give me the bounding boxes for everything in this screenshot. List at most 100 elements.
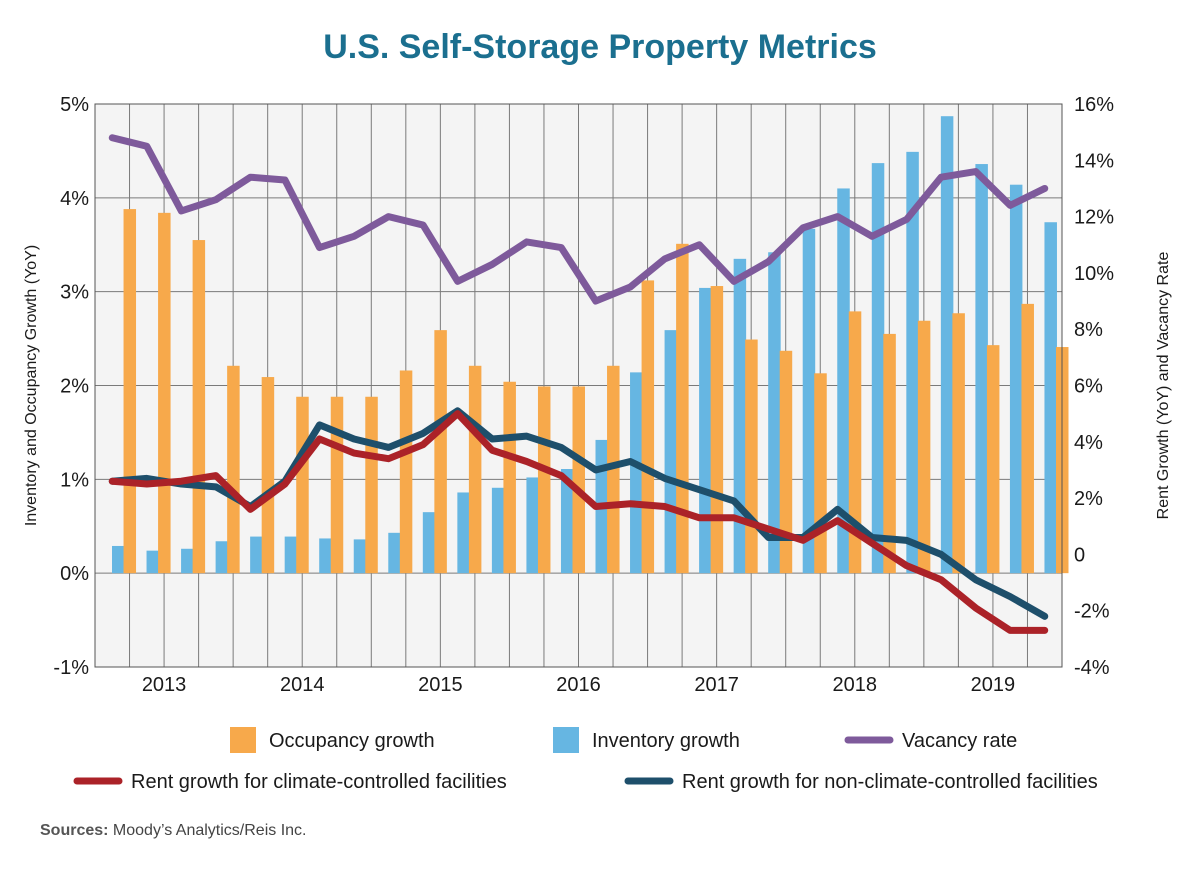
occupancy-bar bbox=[261, 377, 275, 574]
occupancy-bar bbox=[123, 209, 137, 574]
y-left-tick-label: 3% bbox=[60, 282, 89, 304]
legend-rent-climate-label: Rent growth for climate-controlled facil… bbox=[131, 771, 507, 793]
occupancy-bar bbox=[399, 370, 413, 574]
occupancy-bar bbox=[607, 365, 620, 574]
chart-title: U.S. Self-Storage Property Metrics bbox=[323, 28, 877, 66]
inventory-bar bbox=[560, 469, 574, 574]
occupancy-bar bbox=[468, 365, 482, 574]
y-right-tick-label: 10% bbox=[1074, 263, 1114, 285]
inventory-bar bbox=[215, 541, 229, 574]
bars bbox=[112, 116, 1069, 574]
y-left-tick-label: 1% bbox=[60, 469, 89, 491]
occupancy-bar bbox=[952, 313, 965, 574]
y-right-tick-label: 16% bbox=[1074, 94, 1114, 116]
occupancy-bar bbox=[745, 339, 758, 574]
source-text: Moody’s Analytics/Reis Inc. bbox=[112, 822, 307, 839]
x-tick-label: 2019 bbox=[971, 674, 1016, 696]
inventory-bar bbox=[112, 545, 125, 574]
occupancy-bar bbox=[227, 365, 240, 574]
y-left-tick-label: -1% bbox=[53, 657, 89, 679]
inventory-bar bbox=[319, 538, 332, 574]
occupancy-bar bbox=[365, 396, 378, 574]
occupancy-bar bbox=[779, 350, 793, 574]
y-right-tick-label: 14% bbox=[1074, 150, 1114, 172]
legend-vacancy-label: Vacancy rate bbox=[902, 730, 1017, 752]
inventory-bar bbox=[181, 548, 194, 574]
occupancy-bar bbox=[192, 240, 206, 574]
occupancy-bar bbox=[917, 320, 931, 574]
occupancy-bar bbox=[676, 243, 689, 574]
inventory-bar bbox=[699, 287, 712, 574]
inventory-bar bbox=[422, 512, 436, 574]
y-right-tick-label: 4% bbox=[1074, 432, 1103, 454]
inventory-bar bbox=[906, 151, 919, 574]
legend-inventory-swatch bbox=[553, 727, 579, 753]
inventory-bar bbox=[1044, 222, 1057, 574]
y-left-tick-label: 0% bbox=[60, 563, 89, 585]
occupancy-bar bbox=[641, 280, 655, 574]
occupancy-bar bbox=[1021, 303, 1034, 574]
y-right-tick-label: 0 bbox=[1074, 544, 1085, 566]
occupancy-bar bbox=[848, 311, 862, 574]
lines bbox=[108, 134, 1049, 634]
occupancy-bar bbox=[986, 345, 1000, 574]
x-tick-label: 2016 bbox=[556, 674, 601, 696]
inventory-bar bbox=[768, 252, 781, 574]
y-right-tick-label: -4% bbox=[1074, 657, 1110, 679]
x-tick-label: 2015 bbox=[418, 674, 463, 696]
source-note: Sources: Moody’s Analytics/Reis Inc. bbox=[40, 822, 306, 840]
occupancy-bar bbox=[503, 381, 516, 574]
inventory-bar bbox=[491, 487, 505, 574]
inventory-bar bbox=[457, 492, 470, 574]
occupancy-bar bbox=[330, 396, 344, 574]
inventory-bar bbox=[802, 228, 816, 574]
inventory-bar bbox=[664, 330, 678, 574]
y-right-tick-label: 6% bbox=[1074, 376, 1103, 398]
y-left-tick-label: 5% bbox=[60, 94, 89, 116]
x-tick-label: 2018 bbox=[833, 674, 878, 696]
inventory-bar bbox=[353, 539, 367, 574]
occupancy-bar bbox=[434, 330, 447, 574]
inventory-bar bbox=[871, 163, 885, 574]
inventory-bar bbox=[284, 536, 298, 574]
inventory-bar bbox=[1009, 184, 1023, 574]
y-left-tick-label: 2% bbox=[60, 376, 89, 398]
occupancy-bar bbox=[572, 386, 585, 574]
occupancy-bar bbox=[537, 386, 551, 574]
inventory-bar bbox=[837, 188, 850, 574]
inventory-bar bbox=[146, 550, 160, 574]
y-right-tick-label: -2% bbox=[1074, 601, 1110, 623]
legend-inventory-label: Inventory growth bbox=[592, 730, 740, 752]
occupancy-bar bbox=[814, 373, 827, 574]
axes: 5% 4% 3% 2% 1% 0% -1% 16% 14% 12% 10% 8% 6% 4% 2% 0 -2% -… bbox=[23, 94, 1172, 696]
x-tick-label: 2014 bbox=[280, 674, 325, 696]
y-right-tick-label: 8% bbox=[1074, 319, 1103, 341]
occupancy-bar bbox=[296, 396, 309, 574]
inventory-bar bbox=[975, 164, 988, 574]
legend-rent-non-climate-label: Rent growth for non-climate-controlled f… bbox=[682, 771, 1098, 793]
y-right-axis-label: Rent Growth (YoY) and Vacancy Rate bbox=[1155, 252, 1172, 520]
source-label: Sources: bbox=[40, 822, 109, 839]
y-left-axis-label: Inventory and Occupancy Growth (YoY) bbox=[23, 245, 40, 526]
x-tick-label: 2017 bbox=[694, 674, 739, 696]
plot-border bbox=[94, 103, 1063, 668]
inventory-bar bbox=[733, 258, 747, 574]
inventory-bar bbox=[526, 477, 539, 574]
legend: Occupancy growth Inventory growth Vacancy … bbox=[73, 727, 1098, 793]
inventory-bar bbox=[388, 532, 401, 574]
legend-occupancy-label: Occupancy growth bbox=[269, 730, 435, 752]
inventory-bar bbox=[940, 116, 954, 574]
vacancy-rate-line bbox=[108, 134, 1049, 305]
inventory-bar bbox=[250, 536, 263, 574]
y-left-tick-label: 4% bbox=[60, 188, 89, 210]
occupancy-bar bbox=[710, 286, 724, 574]
occupancy-bar bbox=[158, 212, 171, 574]
occupancy-bar bbox=[883, 333, 896, 574]
rent-climate-line bbox=[108, 410, 1049, 634]
inventory-bar bbox=[630, 372, 643, 574]
y-right-tick-label: 2% bbox=[1074, 488, 1103, 510]
y-right-tick-label: 12% bbox=[1074, 207, 1114, 229]
legend-occupancy-swatch bbox=[230, 727, 256, 753]
x-tick-label: 2013 bbox=[142, 674, 187, 696]
